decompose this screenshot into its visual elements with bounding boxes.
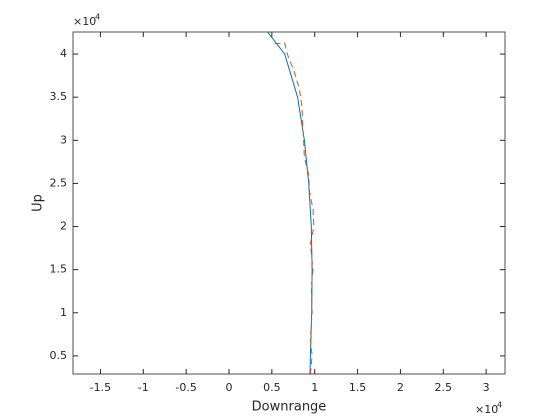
axes-box: [72, 31, 506, 375]
y-exponent: ×10: [73, 15, 96, 28]
y-tick-label: 2: [60, 220, 67, 233]
x-label: Downrange: [252, 400, 327, 415]
y-tick-label: 1: [60, 306, 67, 319]
y-tick-label: 3: [60, 133, 67, 146]
y-tick-label: 1.5: [50, 263, 68, 276]
plot-area: [73, 32, 505, 374]
y-tick-label: 4: [60, 47, 67, 60]
y-exponent-power: 4: [95, 13, 100, 22]
x-tick-label: -1: [138, 381, 149, 394]
x-tick-label: 3: [483, 381, 490, 394]
y-label: Up: [31, 194, 46, 212]
x-tick-label: 1.5: [349, 381, 367, 394]
x-tick-label: -1.5: [90, 381, 111, 394]
x-tick-label: 0: [226, 381, 233, 394]
x-exponent: ×10: [475, 403, 498, 416]
x-tick-label: -0.5: [175, 381, 196, 394]
x-tick-label: 2: [397, 381, 404, 394]
series-line: [274, 42, 315, 374]
x-tick-label: 2.5: [435, 381, 453, 394]
y-tick-label: 0.5: [50, 349, 68, 362]
x-tick-label: 1: [311, 381, 318, 394]
x-exponent-power: 4: [497, 401, 502, 410]
y-tick-label: 2.5: [50, 176, 68, 189]
y-tick-label: 3.5: [50, 90, 68, 103]
x-tick-label: 0.5: [263, 381, 281, 394]
